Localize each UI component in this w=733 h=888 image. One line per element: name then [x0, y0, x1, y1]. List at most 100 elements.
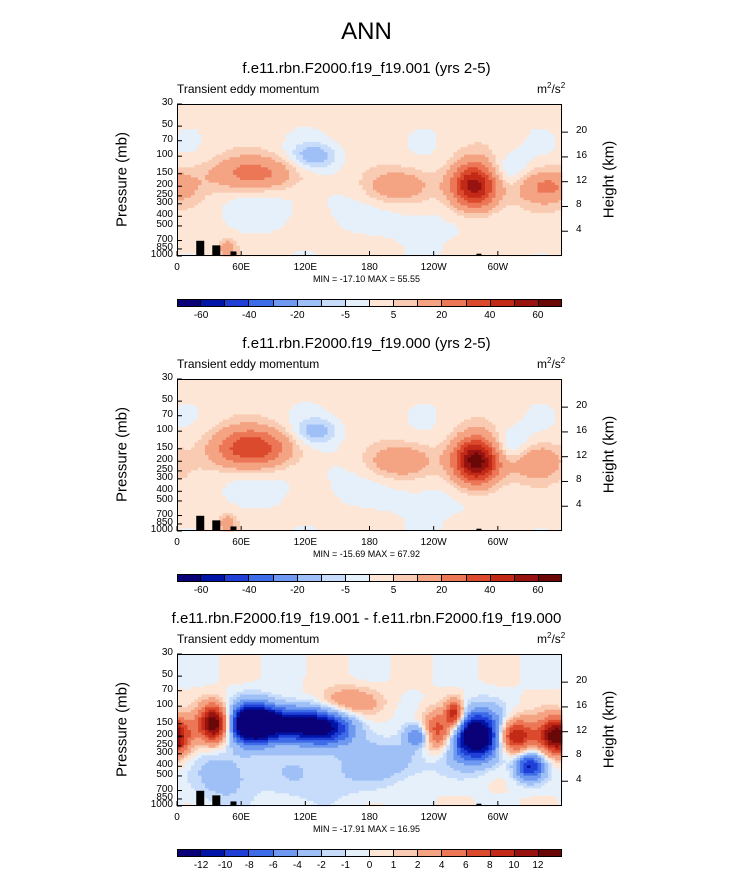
contour-cell	[222, 116, 227, 120]
contour-cell	[411, 212, 416, 216]
contour-cell	[418, 147, 423, 150]
contour-cell	[215, 164, 220, 168]
contour-cell	[352, 154, 356, 158]
contour-cell	[537, 190, 542, 194]
contour-cell	[474, 182, 479, 186]
contour-cell	[317, 177, 321, 181]
contour-cell	[296, 205, 300, 209]
contour-cell	[373, 159, 377, 163]
contour-cell	[226, 167, 230, 171]
contour-cell	[324, 212, 328, 216]
contour-cell	[537, 202, 542, 206]
contour-cell	[355, 200, 360, 204]
contour-cell	[215, 119, 220, 123]
contour-cell	[313, 169, 318, 173]
contour-cell	[499, 131, 503, 135]
contour-cell	[331, 121, 335, 125]
contour-cell	[233, 162, 237, 166]
contour-cell	[492, 207, 496, 211]
contour-cell	[194, 212, 199, 216]
contour-cell	[313, 116, 318, 120]
contour-cell	[285, 185, 290, 188]
contour-cell	[240, 157, 244, 161]
contour-cell	[247, 205, 251, 209]
contour-cell	[261, 205, 265, 209]
contour-cell	[369, 174, 374, 178]
contour-cell	[387, 190, 391, 194]
contour-cell	[205, 180, 209, 183]
contour-cell	[366, 116, 370, 120]
contour-cell	[331, 210, 335, 214]
contour-cell	[243, 126, 248, 130]
contour-cell	[506, 104, 510, 107]
contour-cell	[425, 205, 430, 209]
contour-cell	[509, 190, 514, 194]
contour-cell	[509, 169, 514, 173]
contour-cell	[198, 134, 202, 138]
contour-cell	[222, 202, 227, 206]
contour-cell	[233, 126, 237, 130]
contour-cell	[394, 180, 398, 183]
contour-cell	[226, 121, 230, 125]
contour-cell	[341, 169, 346, 173]
contour-cell	[415, 172, 419, 176]
contour-cell	[425, 149, 430, 153]
contour-cell	[474, 159, 479, 163]
contour-cell	[467, 111, 472, 115]
contour-cell	[471, 106, 475, 110]
contour-cell	[327, 152, 332, 156]
contour-cell	[471, 152, 475, 156]
contour-cell	[254, 159, 258, 163]
contour-cell	[432, 192, 437, 196]
contour-cell	[415, 200, 419, 204]
contour-cell	[233, 169, 237, 173]
contour-cell	[362, 185, 367, 188]
contour-cell	[296, 136, 300, 140]
contour-cell	[264, 167, 269, 171]
contour-cell	[208, 164, 213, 168]
contour-cell	[460, 109, 465, 112]
contour-cell	[177, 144, 181, 148]
contour-cell	[380, 116, 384, 120]
contour-cell	[327, 190, 332, 194]
contour-cell	[383, 119, 388, 123]
contour-cell	[544, 142, 549, 145]
contour-cell	[250, 124, 255, 128]
contour-cell	[401, 172, 405, 176]
contour-cell	[544, 202, 549, 206]
contour-cell	[502, 157, 507, 161]
contour-cell	[289, 218, 293, 221]
contour-cell	[180, 177, 185, 181]
contour-cell	[191, 202, 195, 206]
contour-cell	[446, 139, 451, 143]
contour-cell	[485, 131, 489, 135]
contour-cell	[397, 129, 402, 133]
contour-cell	[474, 180, 479, 183]
contour-cell	[243, 190, 248, 194]
contour-cell	[527, 162, 531, 166]
contour-cell	[506, 111, 510, 115]
contour-cell	[306, 172, 311, 176]
contour-cell	[317, 142, 321, 145]
contour-cell	[534, 134, 538, 138]
contour-cell	[338, 114, 342, 118]
contour-cell	[376, 121, 381, 125]
contour-cell	[278, 212, 283, 216]
contour-cell	[411, 182, 416, 186]
contour-cell	[184, 111, 188, 115]
contour-cell	[345, 142, 349, 145]
contour-cell	[177, 136, 181, 140]
contour-cell	[348, 164, 353, 168]
contour-cell	[439, 121, 444, 125]
contour-cell	[355, 142, 360, 145]
contour-cell	[376, 215, 381, 219]
contour-cell	[502, 190, 507, 194]
contour-cell	[205, 131, 209, 135]
contour-cell	[523, 147, 528, 150]
contour-cell	[184, 210, 188, 214]
contour-cell	[499, 116, 503, 120]
contour-cell	[425, 131, 430, 135]
contour-cell	[324, 180, 328, 183]
contour-cell	[320, 147, 325, 150]
contour-cell	[551, 157, 556, 161]
